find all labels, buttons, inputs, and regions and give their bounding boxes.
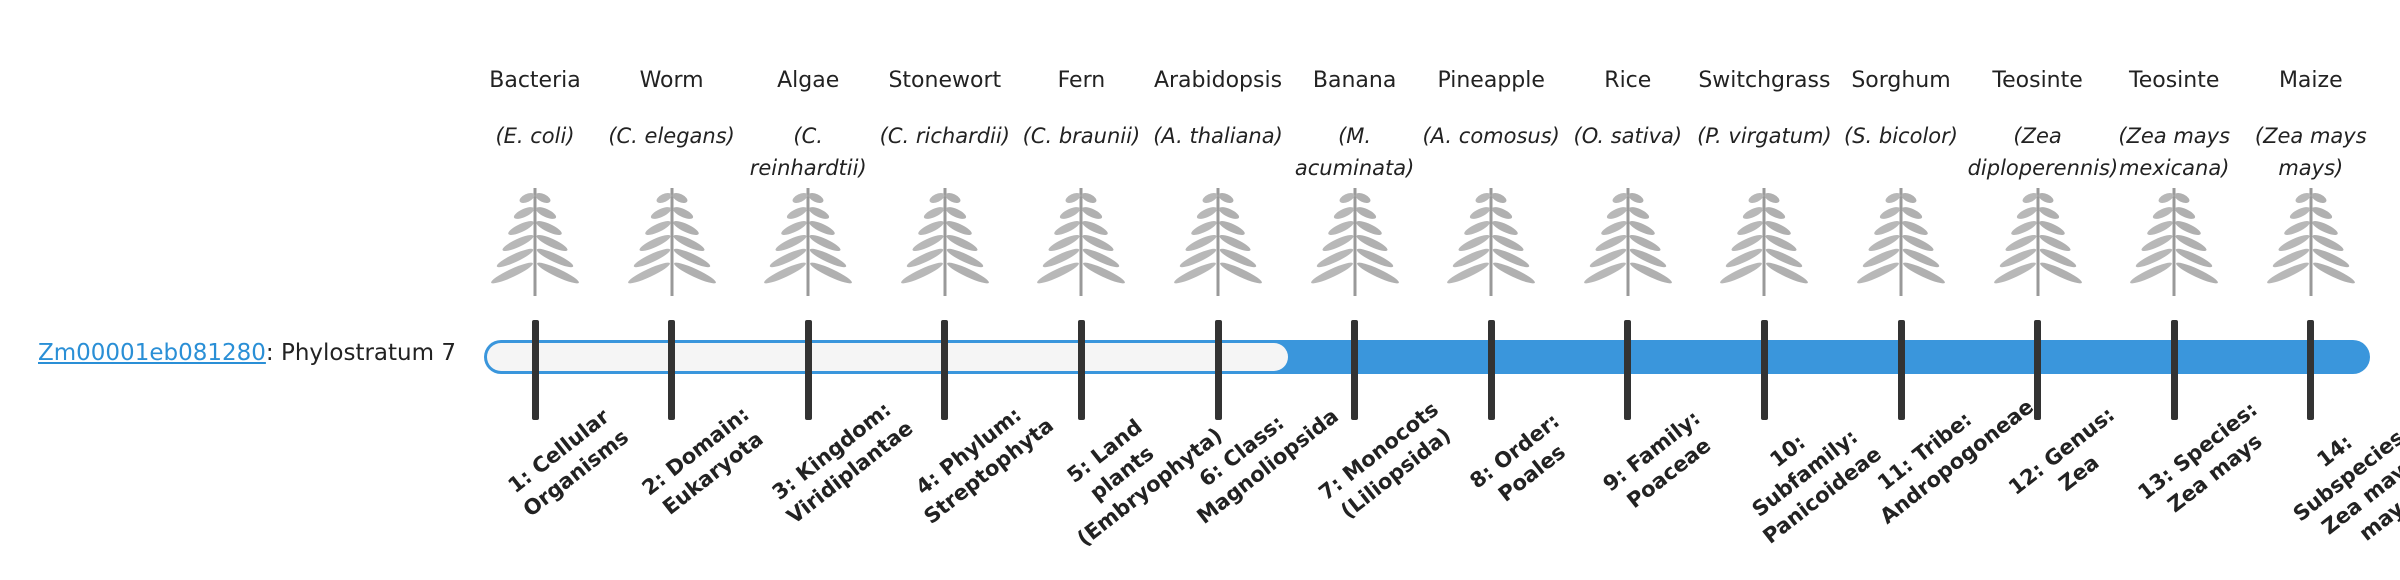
stratum-tick bbox=[2170, 320, 2178, 420]
organism-name: Fern bbox=[1057, 68, 1106, 93]
organism-image bbox=[2266, 188, 2355, 296]
bar-empty-part bbox=[487, 343, 1288, 371]
stratum-label: 10: Subfamily: Panicoideae bbox=[1747, 424, 1887, 549]
gene-stratum: : Phylostratum 7 bbox=[265, 340, 456, 366]
organism-image bbox=[1720, 188, 1809, 296]
stratum-tick bbox=[2034, 320, 2042, 420]
stratum-label: 1: Cellular Organisms bbox=[503, 404, 634, 522]
organism-name: Sorghum bbox=[1851, 68, 1951, 93]
gene-line: Zm00001eb081280: Phylostratum 7 bbox=[38, 340, 456, 366]
organism-name: Teosinte bbox=[1992, 68, 2083, 93]
gene-link[interactable]: Zm00001eb081280 bbox=[38, 340, 266, 366]
organism-name: Teosinte bbox=[2129, 68, 2220, 93]
organism-name: Worm bbox=[639, 68, 704, 93]
organism-image bbox=[1174, 188, 1262, 296]
organism-image bbox=[1993, 188, 2082, 296]
organism-name: Arabidopsis bbox=[1153, 68, 1283, 93]
organism-species: (Zea mays mexicana) bbox=[2118, 124, 2231, 180]
organism-name: Algae bbox=[777, 68, 840, 93]
organism-image bbox=[2130, 188, 2219, 296]
stratum-tick bbox=[1487, 320, 1495, 420]
stratum-tick bbox=[2307, 320, 2315, 420]
organism-name: Maize bbox=[2278, 68, 2343, 93]
organism-species: (C. reinhardtii) bbox=[749, 124, 867, 180]
organism-image bbox=[764, 188, 853, 296]
organism-name: Rice bbox=[1604, 68, 1652, 93]
organism-name: Stonewort bbox=[888, 68, 1002, 93]
organism-species: (S. bicolor) bbox=[1844, 124, 1958, 148]
stratum-tick bbox=[668, 320, 676, 420]
stratum-tick bbox=[1897, 320, 1905, 420]
organism-species: (E. coli) bbox=[495, 124, 575, 148]
stratum-label: 5: Land plants (Embryophyta) bbox=[1062, 414, 1228, 551]
organism-image bbox=[1857, 188, 1945, 296]
stratum-label: 9: Family: Poaceae bbox=[1598, 405, 1716, 514]
stratum-label: 4: Phylum: Streptophyta bbox=[911, 402, 1058, 529]
stratum-tick bbox=[804, 320, 812, 420]
organism-species: (C. richardii) bbox=[879, 124, 1010, 148]
stratum-bar bbox=[484, 340, 2370, 374]
organism-species: (A. thaliana) bbox=[1153, 124, 1283, 148]
organism-image bbox=[1310, 188, 1399, 296]
stratum-label: 2: Domain: Eukaryota bbox=[637, 401, 768, 520]
stratum-label: 8: Order: Poales bbox=[1465, 408, 1571, 507]
organism-species: (C. braunii) bbox=[1022, 124, 1141, 148]
organism-species: (M. acuminata) bbox=[1294, 124, 1415, 180]
stratum-tick bbox=[1760, 320, 1768, 420]
stratum-label: 14: Subspecies: Zea mays mays bbox=[2288, 420, 2400, 546]
organism-image bbox=[1583, 188, 1672, 296]
organism-image bbox=[900, 188, 989, 296]
organism-name: Banana bbox=[1312, 68, 1397, 93]
organism-name: Switchgrass bbox=[1698, 68, 1831, 93]
stratum-label: 3: Kingdom: Viridiplantae bbox=[767, 397, 918, 529]
organism-species: (O. sativa) bbox=[1573, 124, 1683, 148]
organism-species: (Zea diploperennis) bbox=[1967, 124, 2119, 180]
stratum-tick bbox=[1624, 320, 1632, 420]
organism-name: Bacteria bbox=[489, 68, 581, 93]
stratum-tick bbox=[1077, 320, 1085, 420]
organism-image bbox=[1037, 188, 1126, 296]
stratum-label: 13: Species: Zea mays bbox=[2133, 397, 2267, 518]
organism-species: (A. comosus) bbox=[1422, 124, 1560, 148]
stratum-tick bbox=[1214, 320, 1222, 420]
organism-species: (Zea mays mays) bbox=[2254, 124, 2367, 180]
organism-image bbox=[491, 188, 579, 296]
stratum-tick bbox=[941, 320, 949, 420]
organism-species: (C. elegans) bbox=[608, 124, 735, 148]
stratum-tick bbox=[531, 320, 539, 420]
organism-image bbox=[1447, 188, 1536, 296]
organism-species: (P. virgatum) bbox=[1697, 124, 1832, 148]
organism-image bbox=[627, 188, 716, 296]
organism-name: Pineapple bbox=[1437, 68, 1545, 93]
stratum-tick bbox=[1351, 320, 1359, 420]
